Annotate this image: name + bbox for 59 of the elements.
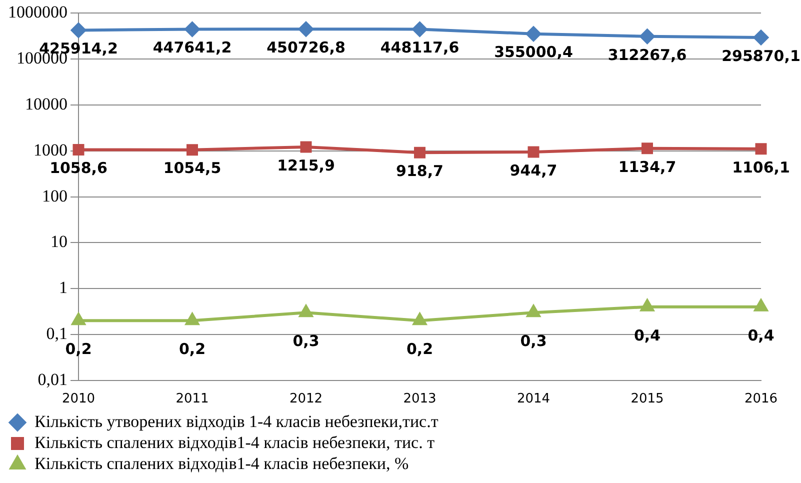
point — [754, 299, 768, 312]
data-label: 944,7 — [510, 161, 558, 180]
point — [71, 22, 86, 38]
data-label: 450726,8 — [266, 38, 346, 56]
y-tick-label: 1000 — [34, 140, 68, 160]
data-label: 0,4 — [634, 326, 661, 344]
x-tick-label: 2015 — [630, 392, 664, 407]
point — [412, 22, 428, 37]
data-label: 0,2 — [65, 340, 92, 358]
x-tick-label: 2011 — [176, 392, 209, 407]
data-label: 0,2 — [406, 340, 434, 358]
y-tick-label: 10 — [50, 232, 68, 252]
data-label: 355000,4 — [494, 43, 573, 62]
point — [528, 146, 540, 158]
data-label: 0,3 — [520, 332, 547, 350]
point — [526, 305, 540, 318]
point — [184, 22, 200, 37]
x-tick-label: 2016 — [744, 392, 778, 407]
y-tick-label: 1000000 — [8, 2, 68, 22]
point — [414, 146, 426, 158]
x-tick-label: 2013 — [403, 392, 436, 407]
data-label: 312267,6 — [608, 46, 687, 64]
x-tick-label: 2012 — [289, 392, 323, 407]
point — [298, 22, 314, 37]
point — [72, 313, 86, 326]
point — [413, 313, 426, 326]
x-tick-label: 2014 — [516, 392, 550, 407]
legend-label: Кількість утворених відходів 1-4 класів небезпеки,тис.т — [34, 412, 439, 431]
point — [72, 144, 84, 156]
point — [300, 141, 312, 153]
point — [642, 142, 653, 154]
data-label: 918,7 — [396, 162, 444, 180]
point — [640, 299, 654, 312]
point — [754, 30, 768, 45]
data-label: 1054,5 — [163, 159, 222, 178]
y-tick-label: 0,1 — [46, 324, 68, 343]
data-label: 447641,2 — [152, 38, 232, 57]
point — [186, 144, 198, 156]
legend-label: Кількість спалених відходів1-4 класів небезпеки, % — [34, 454, 409, 473]
legend-label: Кількість спалених відходів1-4 класів небезпеки, тис. т — [34, 432, 436, 452]
y-tick-label: 1 — [59, 278, 68, 298]
x-tick-label: 2010 — [62, 392, 96, 407]
data-label: 1215,9 — [277, 156, 335, 174]
point — [755, 143, 767, 155]
data-label: 1058,6 — [50, 159, 108, 178]
y-tick-label: 0,01 — [38, 370, 68, 389]
data-label: 0,2 — [178, 340, 206, 358]
data-label: 0,4 — [748, 326, 774, 344]
point — [640, 28, 655, 44]
point — [299, 305, 313, 318]
data-label: 1106,1 — [732, 158, 790, 176]
point — [526, 26, 541, 42]
data-label: 295870,1 — [722, 46, 800, 65]
point — [186, 313, 199, 326]
y-tick-label: 100 — [42, 186, 68, 206]
data-label: 0,3 — [292, 332, 320, 350]
y-tick-label: 10000 — [25, 94, 68, 114]
data-label: 448117,6 — [380, 38, 460, 57]
data-label: 1134,7 — [618, 158, 676, 176]
